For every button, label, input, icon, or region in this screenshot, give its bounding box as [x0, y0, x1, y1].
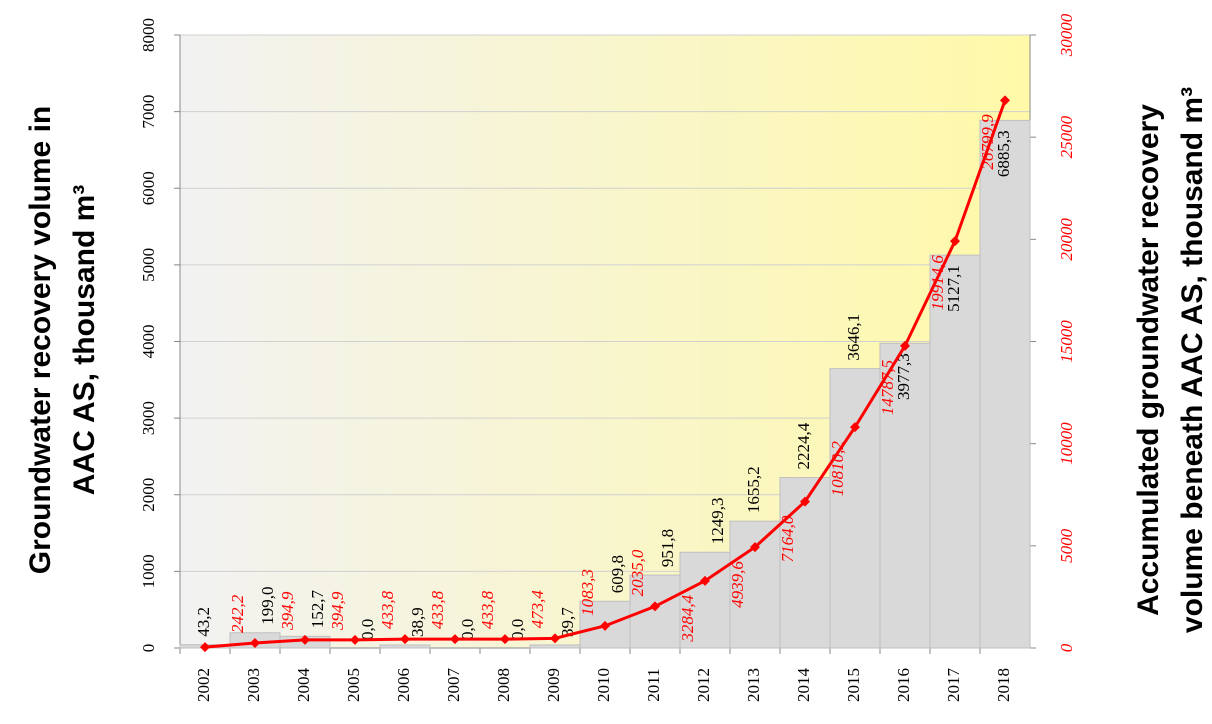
line-marker: [350, 634, 360, 645]
x-tick-label: 2003: [244, 668, 263, 702]
line-value-label: 1083,3: [578, 569, 597, 616]
bar-value-label: 3646,1: [844, 314, 863, 361]
line-marker: [1000, 95, 1010, 106]
y2-tick-label: 15000: [1057, 320, 1076, 363]
x-tick-label: 2011: [644, 668, 663, 701]
bar: [879, 342, 931, 649]
line-marker: [450, 634, 460, 645]
bar: [379, 644, 431, 649]
y2-axis-title: Accumulated groundwater recovery: [1132, 104, 1165, 616]
line-value-label: 4939,6: [728, 561, 747, 608]
line-value-label: 433,8: [428, 590, 447, 629]
bar-value-label: 0,0: [358, 619, 377, 640]
x-tick-label: 2014: [794, 668, 813, 703]
bar-value-label: 152,7: [308, 590, 327, 629]
x-tick-label: 2012: [694, 668, 713, 702]
y2-tick-label: 25000: [1057, 115, 1076, 158]
bar-value-label: 3977,3: [894, 353, 913, 400]
line-value-label: 2035,0: [628, 549, 647, 596]
y2-axis-title: volume beneath AAC AS, thousand m³: [1176, 87, 1209, 633]
line-value-label: 394,9: [278, 591, 297, 631]
line-marker: [200, 642, 210, 653]
line-value-label: 19914,6: [928, 255, 947, 311]
y2-tick-label: 30000: [1057, 13, 1076, 57]
bar: [979, 119, 1031, 649]
x-tick-label: 2015: [844, 668, 863, 702]
y-tick-label: 2000: [139, 478, 158, 512]
x-tick-label: 2013: [744, 668, 763, 702]
bar-value-label: 6885,3: [994, 130, 1013, 177]
line-value-label: 7164,0: [778, 515, 797, 562]
line-value-label: 3284,4: [678, 594, 697, 642]
bar-value-label: 0,0: [458, 619, 477, 640]
bar-value-label: 0,0: [508, 619, 527, 640]
x-tick-label: 2006: [394, 668, 413, 702]
line-value-label: 14787,5: [878, 360, 897, 415]
bar: [929, 254, 981, 649]
y-axis-title: AAC AS, thousand m³: [68, 185, 101, 496]
y-tick-label: 1000: [139, 554, 158, 588]
line-value-label: 26799,9: [978, 114, 997, 170]
line-marker: [500, 634, 510, 645]
y-tick-label: 8000: [139, 18, 158, 52]
y-axis-title: Groundwater recovery volume in: [24, 106, 57, 574]
y-tick-label: 4000: [139, 325, 158, 359]
bar-value-label: 1655,2: [744, 466, 763, 513]
bar-value-label: 2224,4: [794, 422, 813, 469]
bar-value-label: 199,0: [258, 587, 277, 625]
bar: [529, 644, 581, 649]
x-tick-label: 2007: [444, 668, 463, 703]
x-tick-label: 2018: [994, 668, 1013, 702]
x-tick-label: 2010: [594, 668, 613, 702]
line-marker: [400, 634, 410, 645]
x-tick-label: 2008: [494, 668, 513, 702]
y-tick-label: 5000: [139, 248, 158, 282]
line-marker: [950, 236, 960, 247]
line-marker: [250, 638, 260, 649]
bar: [829, 368, 881, 649]
bar-value-label: 38,9: [408, 607, 427, 637]
x-tick-label: 2002: [194, 668, 213, 702]
y2-tick-label: 10000: [1057, 422, 1076, 465]
line-value-label: 10810,2: [828, 441, 847, 497]
y-tick-label: 7000: [139, 95, 158, 129]
line-value-label: 394,9: [328, 591, 347, 631]
x-tick-label: 2016: [894, 668, 913, 702]
x-tick-label: 2005: [344, 668, 363, 702]
y-tick-label: 6000: [139, 171, 158, 205]
y2-tick-label: 0: [1057, 643, 1076, 652]
bar-value-label: 609,8: [608, 555, 627, 593]
bar-value-label: 5127,1: [944, 265, 963, 312]
x-tick-label: 2009: [544, 668, 563, 702]
line-marker: [850, 422, 860, 433]
line-value-label: 433,8: [478, 590, 497, 629]
line-marker: [300, 634, 310, 645]
bar-value-label: 1249,3: [708, 498, 727, 545]
line-marker: [900, 340, 910, 351]
x-tick-label: 2017: [944, 668, 963, 703]
bar-value-label: 951,8: [658, 529, 677, 567]
y2-tick-label: 5000: [1057, 528, 1076, 563]
bar-value-label: 43,2: [194, 607, 213, 637]
line-marker: [750, 542, 760, 553]
y2-tick-label: 20000: [1057, 218, 1076, 261]
line-marker: [600, 620, 610, 631]
line-marker: [700, 575, 710, 586]
y-tick-label: 0: [139, 644, 158, 653]
y-tick-label: 3000: [139, 401, 158, 435]
line-marker: [800, 496, 810, 507]
line-value-label: 242,2: [228, 594, 247, 633]
line-marker: [650, 601, 660, 612]
x-tick-label: 2004: [294, 668, 313, 703]
bar-value-label: 39,7: [558, 607, 577, 637]
line-marker: [550, 633, 560, 644]
line-value-label: 473,4: [528, 590, 547, 629]
line-value-label: 433,8: [378, 590, 397, 629]
